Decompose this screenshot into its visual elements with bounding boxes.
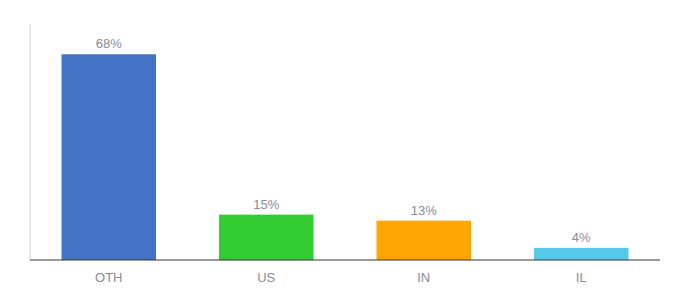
data-label: 13% bbox=[411, 203, 437, 218]
chart: 68% 15% 13% 4% OTH US IN IL bbox=[0, 0, 680, 300]
data-label: 4% bbox=[572, 230, 591, 245]
y-axis-line bbox=[30, 24, 31, 260]
x-axis-line bbox=[30, 260, 660, 261]
x-tick-label: US bbox=[257, 270, 275, 285]
bar bbox=[62, 54, 157, 260]
chart-container: 68% 15% 13% 4% OTH US IN IL bbox=[0, 0, 680, 300]
x-tick-label: IL bbox=[576, 270, 587, 285]
data-label: 15% bbox=[253, 197, 279, 212]
data-label: 68% bbox=[96, 36, 122, 51]
bar bbox=[534, 248, 629, 260]
x-tick-label: OTH bbox=[95, 270, 122, 285]
x-tick-label: IN bbox=[417, 270, 430, 285]
bar bbox=[219, 215, 314, 260]
bar bbox=[377, 221, 472, 260]
bars bbox=[62, 54, 629, 260]
